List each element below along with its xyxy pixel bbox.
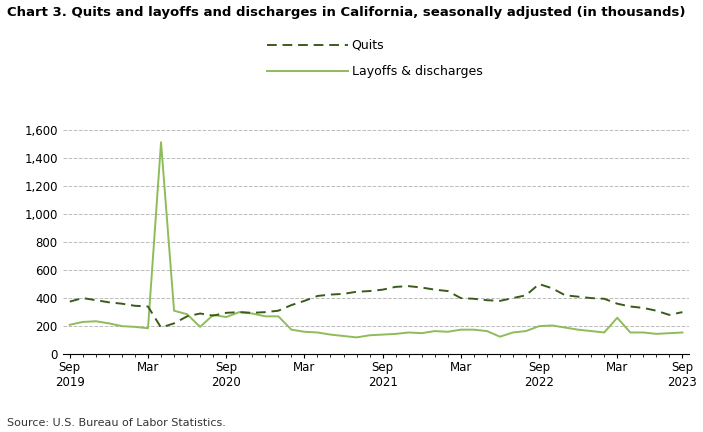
Text: Quits: Quits — [352, 39, 384, 52]
Text: Chart 3. Quits and layoffs and discharges in California, seasonally adjusted (in: Chart 3. Quits and layoffs and discharge… — [7, 6, 685, 19]
Text: Layoffs & discharges: Layoffs & discharges — [352, 65, 482, 78]
Text: Source: U.S. Bureau of Labor Statistics.: Source: U.S. Bureau of Labor Statistics. — [7, 418, 226, 428]
